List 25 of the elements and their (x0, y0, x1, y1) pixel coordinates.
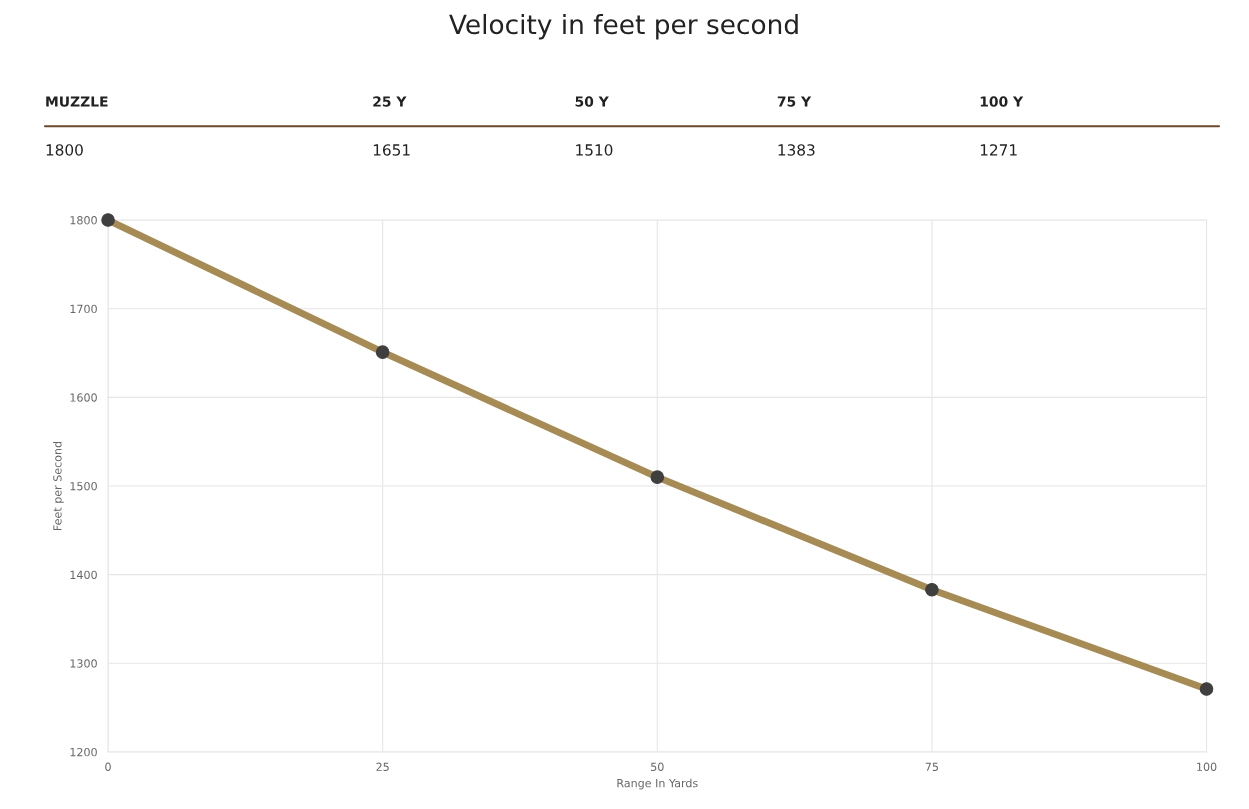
text: 1383 (778, 144, 815, 156)
y-tick-label: 1500 (70, 481, 97, 491)
x-tick-label: 0 (105, 762, 111, 771)
x-tick-label: 25 (376, 762, 389, 771)
x-axis-title: Range In Yards (617, 778, 698, 790)
text: 100 Y (980, 96, 1024, 107)
text: 1800 (46, 144, 83, 156)
x-tick-label: 75 (925, 762, 939, 771)
y-axis-title: Feet per Second (53, 441, 64, 531)
y-tick-label: 1400 (70, 570, 97, 580)
x-tick-label: 100 (1197, 762, 1217, 771)
y-tick-label: 1700 (70, 304, 97, 314)
text: 1651 (373, 144, 410, 156)
text: 75 Y (777, 96, 812, 107)
y-tick-label: 1800 (70, 216, 97, 225)
y-tick-label: 1200 (70, 747, 97, 757)
text: 1271 (980, 144, 1017, 156)
text: 1510 (576, 144, 613, 156)
text: MUZZLE (46, 96, 108, 107)
text: 50 Y (575, 96, 609, 107)
y-tick-label: 1300 (70, 659, 97, 668)
x-tick-label: 50 (651, 762, 664, 771)
chart-title: Velocity in feet per second (449, 13, 798, 40)
y-tick-label: 1600 (70, 393, 97, 402)
text: 25 Y (373, 96, 407, 107)
